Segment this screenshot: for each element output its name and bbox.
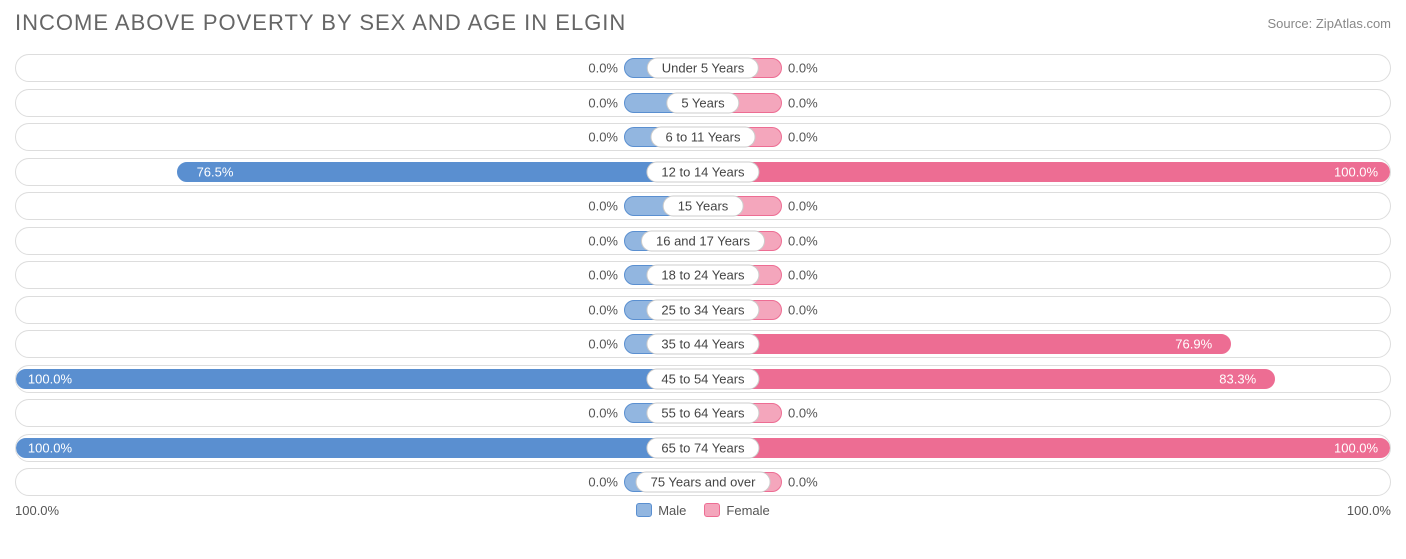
male-bar	[16, 369, 703, 389]
legend-label-male: Male	[658, 503, 686, 518]
age-label: 12 to 14 Years	[646, 161, 759, 182]
female-value: 0.0%	[788, 61, 818, 76]
legend-swatch-male	[636, 503, 652, 517]
chart-row: 100.0% 83.3% 45 to 54 Years	[15, 365, 1391, 393]
legend-label-female: Female	[726, 503, 769, 518]
age-label: 65 to 74 Years	[646, 437, 759, 458]
age-label: 25 to 34 Years	[646, 299, 759, 320]
male-value: 100.0%	[28, 440, 72, 455]
female-value: 0.0%	[788, 475, 818, 490]
female-value: 0.0%	[788, 406, 818, 421]
male-value: 0.0%	[588, 130, 618, 145]
age-label: 6 to 11 Years	[651, 127, 756, 148]
male-value: 100.0%	[28, 371, 72, 386]
female-value: 100.0%	[1334, 440, 1378, 455]
chart-row: 0.0% 0.0% 18 to 24 Years	[15, 261, 1391, 289]
diverging-bar-chart: 0.0%0.0%Under 5 Years0.0%0.0%5 Years0.0%…	[15, 54, 1391, 496]
male-value: 0.0%	[588, 95, 618, 110]
female-value: 0.0%	[788, 268, 818, 283]
male-value: 0.0%	[588, 302, 618, 317]
axis-right-label: 100.0%	[1347, 503, 1391, 518]
chart-row: 0.0% 0.0% 16 and 17 Years	[15, 227, 1391, 255]
legend-swatch-female	[704, 503, 720, 517]
age-label: 35 to 44 Years	[646, 334, 759, 355]
chart-row: 0.0% 0.0% 15 Years	[15, 192, 1391, 220]
age-label: 5 Years	[666, 92, 739, 113]
male-value: 0.0%	[588, 199, 618, 214]
chart-row: 0.0% 0.0% 6 to 11 Years	[15, 123, 1391, 151]
female-bar	[703, 334, 1231, 354]
chart-title: INCOME ABOVE POVERTY BY SEX AND AGE IN E…	[15, 10, 626, 36]
male-bar	[16, 438, 703, 458]
male-value: 0.0%	[588, 337, 618, 352]
chart-row: 0.0% 0.0% 5 Years	[15, 89, 1391, 117]
age-label: 18 to 24 Years	[646, 265, 759, 286]
chart-row: 76.5% 100.0% 12 to 14 Years	[15, 158, 1391, 186]
age-label: 55 to 64 Years	[646, 403, 759, 424]
chart-row: 0.0% 76.9% 35 to 44 Years	[15, 330, 1391, 358]
legend: Male Female	[636, 503, 770, 518]
male-value: 0.0%	[588, 406, 618, 421]
male-value: 0.0%	[588, 475, 618, 490]
legend-male: Male	[636, 503, 686, 518]
male-bar	[177, 162, 703, 182]
female-value: 0.0%	[788, 233, 818, 248]
male-value: 0.0%	[588, 61, 618, 76]
chart-row: 0.0% 0.0% 75 Years and over	[15, 468, 1391, 496]
age-label: Under 5 Years	[647, 58, 759, 79]
legend-female: Female	[704, 503, 769, 518]
source-label: Source: ZipAtlas.com	[1267, 16, 1391, 31]
female-value: 0.0%	[788, 130, 818, 145]
female-bar	[703, 369, 1275, 389]
chart-row: 0.0% 0.0% 55 to 64 Years	[15, 399, 1391, 427]
chart-row: 0.0% 0.0% 25 to 34 Years	[15, 296, 1391, 324]
chart-row: 100.0% 100.0% 65 to 74 Years	[15, 434, 1391, 462]
female-bar	[703, 438, 1390, 458]
chart-row: 0.0% 0.0% Under 5 Years	[15, 54, 1391, 82]
male-value: 0.0%	[588, 233, 618, 248]
female-value: 100.0%	[1334, 164, 1378, 179]
age-label: 16 and 17 Years	[641, 230, 765, 251]
female-bar	[703, 162, 1390, 182]
age-label: 75 Years and over	[636, 472, 771, 493]
age-label: 45 to 54 Years	[646, 368, 759, 389]
female-value: 0.0%	[788, 302, 818, 317]
female-value: 76.9%	[1175, 337, 1212, 352]
male-value: 76.5%	[197, 164, 234, 179]
axis-left-label: 100.0%	[15, 503, 59, 518]
female-value: 83.3%	[1219, 371, 1256, 386]
age-label: 15 Years	[663, 196, 744, 217]
male-value: 0.0%	[588, 268, 618, 283]
female-value: 0.0%	[788, 95, 818, 110]
female-value: 0.0%	[788, 199, 818, 214]
